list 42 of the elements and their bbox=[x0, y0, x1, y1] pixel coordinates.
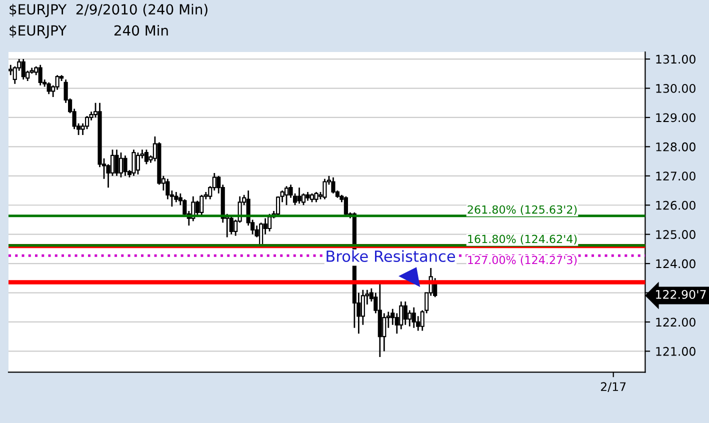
y-tick-label: 124.00 bbox=[656, 259, 696, 268]
candlestick bbox=[114, 148, 119, 177]
candlestick bbox=[123, 154, 128, 177]
candlestick bbox=[136, 152, 140, 176]
candlestick bbox=[118, 152, 124, 178]
candlestick bbox=[382, 312, 386, 352]
candlestick bbox=[144, 148, 148, 165]
y-tick-label: 122.00 bbox=[656, 318, 696, 327]
candlestick bbox=[412, 306, 416, 329]
y-tick-label: 121.00 bbox=[656, 346, 696, 356]
text: 240 Min bbox=[114, 25, 168, 36]
y-tick-label: 129.00 bbox=[656, 113, 696, 122]
chart-title: $EURJPY 2/9/2010 (240 Min) bbox=[10, 4, 208, 18]
candlestick bbox=[403, 300, 408, 326]
candlestick bbox=[297, 186, 302, 204]
annotation: Broke Resistance bbox=[326, 250, 456, 262]
candlestick bbox=[132, 148, 136, 177]
candlestick bbox=[229, 216, 234, 236]
y-tick-label: 125.00 bbox=[656, 230, 696, 239]
y-tick-label: 130.00 bbox=[656, 84, 696, 93]
candlestick bbox=[268, 213, 272, 232]
y-tick-label: 126.00 bbox=[656, 200, 696, 210]
x-tick-label: 2/17 bbox=[600, 382, 626, 392]
candlestick bbox=[174, 191, 178, 203]
candlestick bbox=[284, 185, 289, 206]
candlestick bbox=[314, 191, 318, 203]
y-tick-label: 128.00 bbox=[656, 142, 696, 152]
ref-line-label: 261.80% (125.63'2) bbox=[468, 205, 577, 216]
candlestick bbox=[46, 82, 51, 95]
text: $EURJPY bbox=[10, 25, 67, 38]
candlestick bbox=[38, 64, 42, 86]
y-tick-label: 131.00 bbox=[656, 54, 696, 64]
ref-line-label: 127.00% (124.27'3) bbox=[468, 256, 577, 266]
candlestick bbox=[331, 176, 336, 194]
candlestick bbox=[322, 178, 327, 200]
candlestick bbox=[195, 200, 200, 216]
candlestick bbox=[21, 58, 26, 80]
candlestick bbox=[399, 300, 404, 330]
y-tick-label: 127.00 bbox=[656, 172, 696, 181]
text: 122.90'7 bbox=[656, 290, 706, 299]
ref-line-label: 161.80% (124.62'4) bbox=[468, 234, 577, 244]
candlestick bbox=[408, 310, 412, 328]
